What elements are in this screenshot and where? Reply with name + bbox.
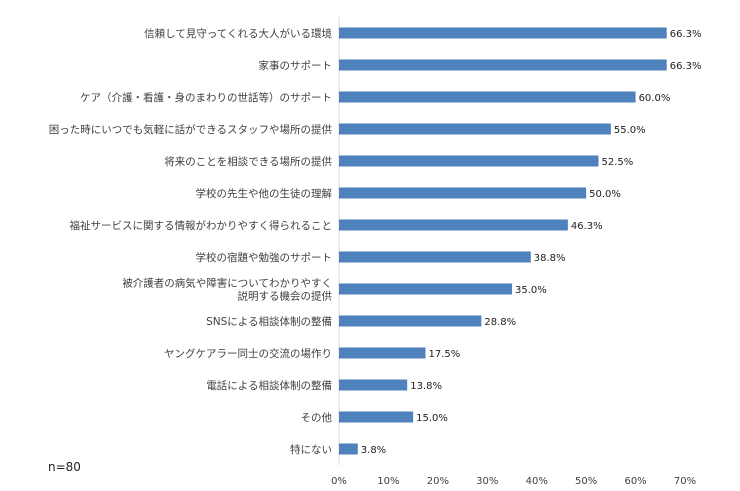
bar bbox=[339, 27, 667, 39]
bar bbox=[339, 123, 611, 135]
bar bbox=[339, 315, 482, 327]
data-label: 55.0% bbox=[614, 125, 646, 136]
data-label: 50.0% bbox=[589, 189, 621, 200]
category-label: 学校の先生や他の生徒の理解 bbox=[196, 187, 333, 200]
bar bbox=[339, 411, 414, 423]
data-label: 46.3% bbox=[571, 221, 603, 232]
x-tick-label: 50% bbox=[575, 476, 597, 487]
category-label: 将来のことを相談できる場所の提供 bbox=[164, 155, 332, 168]
bar bbox=[339, 347, 426, 359]
data-label: 35.0% bbox=[515, 285, 547, 296]
data-label: 66.3% bbox=[670, 29, 702, 40]
data-label: 66.3% bbox=[670, 61, 702, 72]
x-tick-label: 40% bbox=[526, 476, 548, 487]
bar bbox=[339, 283, 512, 295]
data-label: 13.8% bbox=[410, 381, 442, 392]
category-label: その他 bbox=[301, 411, 333, 424]
data-label: 15.0% bbox=[416, 413, 448, 424]
x-tick-label: 60% bbox=[624, 476, 646, 487]
data-label: 3.8% bbox=[361, 445, 386, 456]
category-label: 困った時にいつでも気軽に話ができるスタッフや場所の提供 bbox=[49, 123, 333, 136]
bar bbox=[339, 155, 599, 167]
category-label: 福祉サービスに関する情報がわかりやすく得られること bbox=[70, 219, 333, 232]
bar bbox=[339, 219, 568, 231]
category-label: 信頼して見守ってくれる大人がいる環境 bbox=[144, 27, 332, 40]
data-label: 60.0% bbox=[639, 93, 671, 104]
category-label: 特にない bbox=[290, 444, 332, 456]
x-tick-label: 0% bbox=[331, 476, 347, 487]
category-label: 家事のサポート bbox=[259, 59, 333, 72]
bar bbox=[339, 251, 531, 263]
data-label: 38.8% bbox=[534, 253, 566, 264]
data-label: 28.8% bbox=[484, 317, 516, 328]
x-tick-label: 20% bbox=[427, 476, 449, 487]
bar bbox=[339, 187, 587, 199]
bar bbox=[339, 443, 358, 455]
category-label: 学校の宿題や勉強のサポート bbox=[196, 251, 333, 264]
category-label: 被介護者の病気や障害についてわかりやすく説明する機会の提供 bbox=[122, 277, 332, 303]
category-label: 電話による相談体制の整備 bbox=[206, 379, 332, 392]
x-tick-label: 30% bbox=[476, 476, 498, 487]
category-label: SNSによる相談体制の整備 bbox=[206, 315, 332, 328]
data-label: 17.5% bbox=[429, 349, 461, 360]
data-label: 52.5% bbox=[602, 157, 634, 168]
sample-size-note: n=80 bbox=[48, 460, 81, 474]
bar bbox=[339, 91, 636, 103]
category-label: ケア（介護・看護・身のまわりの世話等）のサポート bbox=[80, 91, 332, 104]
x-tick-label: 10% bbox=[377, 476, 399, 487]
bar bbox=[339, 379, 408, 391]
x-tick-label: 70% bbox=[674, 476, 696, 487]
bar bbox=[339, 59, 667, 71]
category-label: ヤングケアラー同士の交流の場作り bbox=[164, 347, 332, 360]
